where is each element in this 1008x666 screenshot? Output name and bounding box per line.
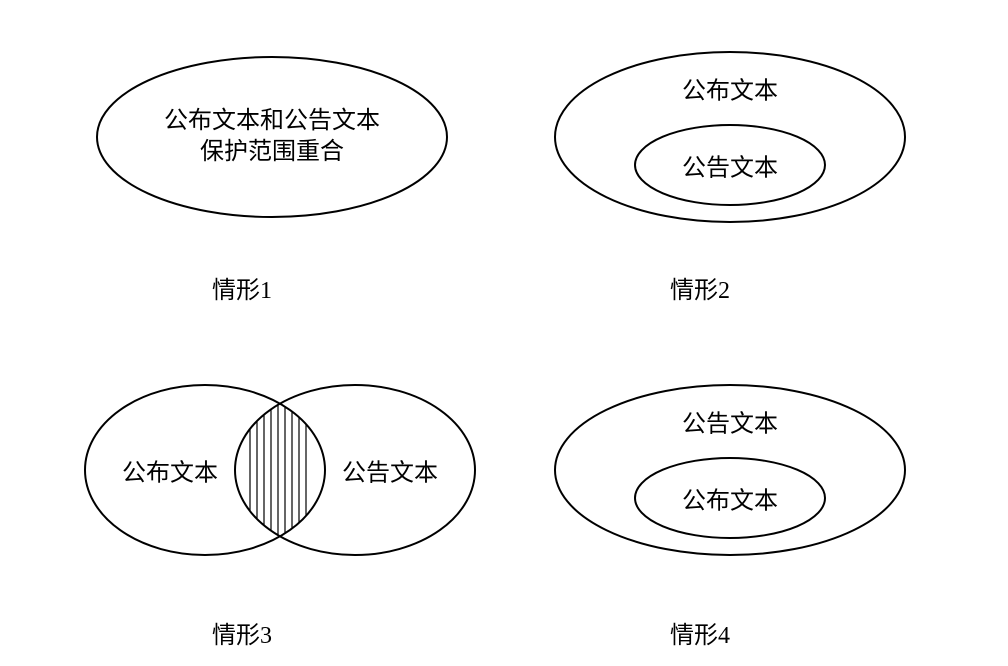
case3-caption: 情形3 — [212, 615, 272, 650]
case3-right-label: 公告文本 — [342, 453, 438, 488]
case1-label: 公布文本和公告文本 保护范围重合 — [142, 106, 402, 168]
case1-label-line1: 公布文本和公告文本 — [164, 108, 380, 134]
case3-left-label: 公布文本 — [122, 453, 218, 488]
case2-inner-label: 公告文本 — [682, 148, 778, 183]
case2-outer-label: 公布文本 — [682, 71, 778, 106]
case1-caption: 情形1 — [212, 270, 272, 305]
case1-label-line2: 保护范围重合 — [200, 139, 344, 165]
diagram-container: 公布文本和公告文本 保护范围重合 情形1 公布文本 公告文本 情形2 公布文本 … — [0, 0, 1008, 666]
case2-caption: 情形2 — [670, 270, 730, 305]
diagram-svg — [0, 0, 1008, 666]
case4-caption: 情形4 — [670, 615, 730, 650]
case4-outer-label: 公告文本 — [682, 404, 778, 439]
case4-inner-label: 公布文本 — [682, 481, 778, 516]
